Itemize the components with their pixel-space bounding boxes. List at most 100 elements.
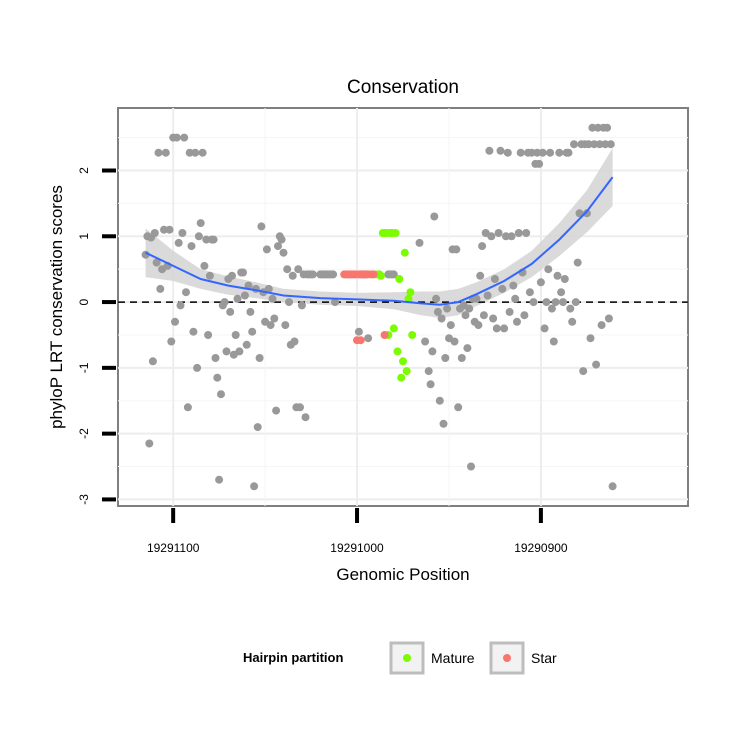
- point-other: [244, 281, 253, 290]
- point-other: [560, 275, 569, 283]
- point-other: [432, 294, 441, 303]
- point-other: [240, 291, 249, 300]
- point-other: [529, 298, 538, 307]
- point-other: [160, 225, 168, 234]
- point-other: [430, 212, 439, 221]
- point-other: [582, 209, 591, 218]
- x-axis-title: Genomic Position: [336, 565, 469, 584]
- point-other: [573, 258, 582, 267]
- point-other: [270, 314, 279, 323]
- point-other: [233, 294, 242, 303]
- point-mature: [406, 288, 415, 297]
- point-other: [542, 298, 551, 307]
- legend-marker-star: [503, 654, 511, 662]
- point-other: [174, 238, 183, 247]
- point-other: [285, 298, 293, 307]
- smooth-fit-path: [145, 176, 614, 306]
- point-other: [439, 419, 448, 428]
- point-other: [329, 270, 338, 279]
- point-other: [544, 265, 553, 274]
- point-other: [296, 403, 304, 412]
- point-other: [161, 148, 170, 157]
- point-other: [479, 311, 488, 320]
- point-other: [520, 311, 529, 320]
- point-other: [525, 288, 534, 297]
- point-other: [553, 271, 562, 280]
- smooth-fit-line: [145, 176, 614, 306]
- point-other: [262, 245, 271, 254]
- point-mature: [397, 373, 406, 382]
- point-mature: [399, 357, 407, 366]
- point-other: [557, 288, 566, 297]
- point-other: [463, 344, 472, 353]
- point-other: [231, 331, 240, 339]
- point-other: [516, 148, 525, 157]
- point-mature: [400, 248, 409, 257]
- point-other: [601, 140, 610, 149]
- point-other: [592, 360, 601, 369]
- point-other: [566, 304, 575, 313]
- point-other: [437, 314, 446, 323]
- y-tick-label: 0: [77, 298, 91, 305]
- point-other: [503, 148, 512, 157]
- point-mature: [391, 229, 400, 237]
- point-other: [586, 334, 595, 343]
- point-star: [356, 336, 365, 345]
- point-other: [255, 354, 264, 362]
- point-other: [354, 327, 363, 336]
- y-tick-label: 1: [77, 233, 91, 240]
- point-star: [380, 331, 389, 339]
- point-other: [257, 222, 266, 231]
- point-other: [476, 271, 485, 280]
- point-other: [571, 298, 580, 307]
- point-other: [196, 219, 205, 228]
- point-other: [154, 148, 163, 157]
- point-other: [171, 317, 179, 326]
- point-other: [426, 380, 435, 389]
- point-other: [435, 396, 444, 405]
- point-other: [172, 133, 181, 142]
- point-other: [156, 284, 165, 293]
- legend-title: Hairpin partition: [243, 650, 343, 665]
- point-other: [235, 347, 244, 356]
- y-axis-title: phyloP LRT conservation scores: [47, 185, 66, 429]
- point-other: [606, 140, 615, 149]
- point-other: [178, 229, 187, 237]
- point-other: [246, 307, 255, 316]
- point-other: [228, 271, 236, 280]
- y-tick-label: -2: [77, 428, 91, 439]
- point-other: [301, 413, 310, 422]
- point-other: [461, 311, 470, 320]
- point-other: [415, 238, 424, 247]
- point-other: [595, 140, 604, 149]
- point-other: [183, 403, 192, 412]
- point-other: [198, 148, 207, 157]
- point-other: [590, 140, 599, 149]
- point-other: [527, 148, 536, 157]
- point-other: [424, 367, 433, 376]
- point-other: [264, 284, 273, 293]
- point-other: [465, 304, 474, 313]
- point-other: [498, 284, 507, 293]
- point-star: [369, 270, 378, 279]
- point-other: [522, 229, 531, 237]
- point-other: [294, 265, 303, 274]
- point-other: [540, 324, 549, 333]
- point-other: [593, 123, 602, 132]
- point-other: [538, 148, 547, 157]
- point-other: [608, 482, 617, 491]
- point-other: [450, 337, 459, 346]
- point-other: [443, 304, 452, 313]
- point-other: [489, 314, 498, 323]
- point-other: [584, 140, 593, 149]
- point-other: [182, 288, 190, 297]
- point-other: [478, 242, 487, 251]
- point-other: [290, 337, 299, 346]
- point-other: [152, 258, 161, 267]
- point-other: [189, 327, 198, 336]
- legend: Hairpin partition Mature Star: [243, 641, 557, 675]
- point-other: [250, 482, 259, 491]
- x-tick-label: 19291000: [330, 541, 384, 555]
- point-mature: [393, 347, 402, 356]
